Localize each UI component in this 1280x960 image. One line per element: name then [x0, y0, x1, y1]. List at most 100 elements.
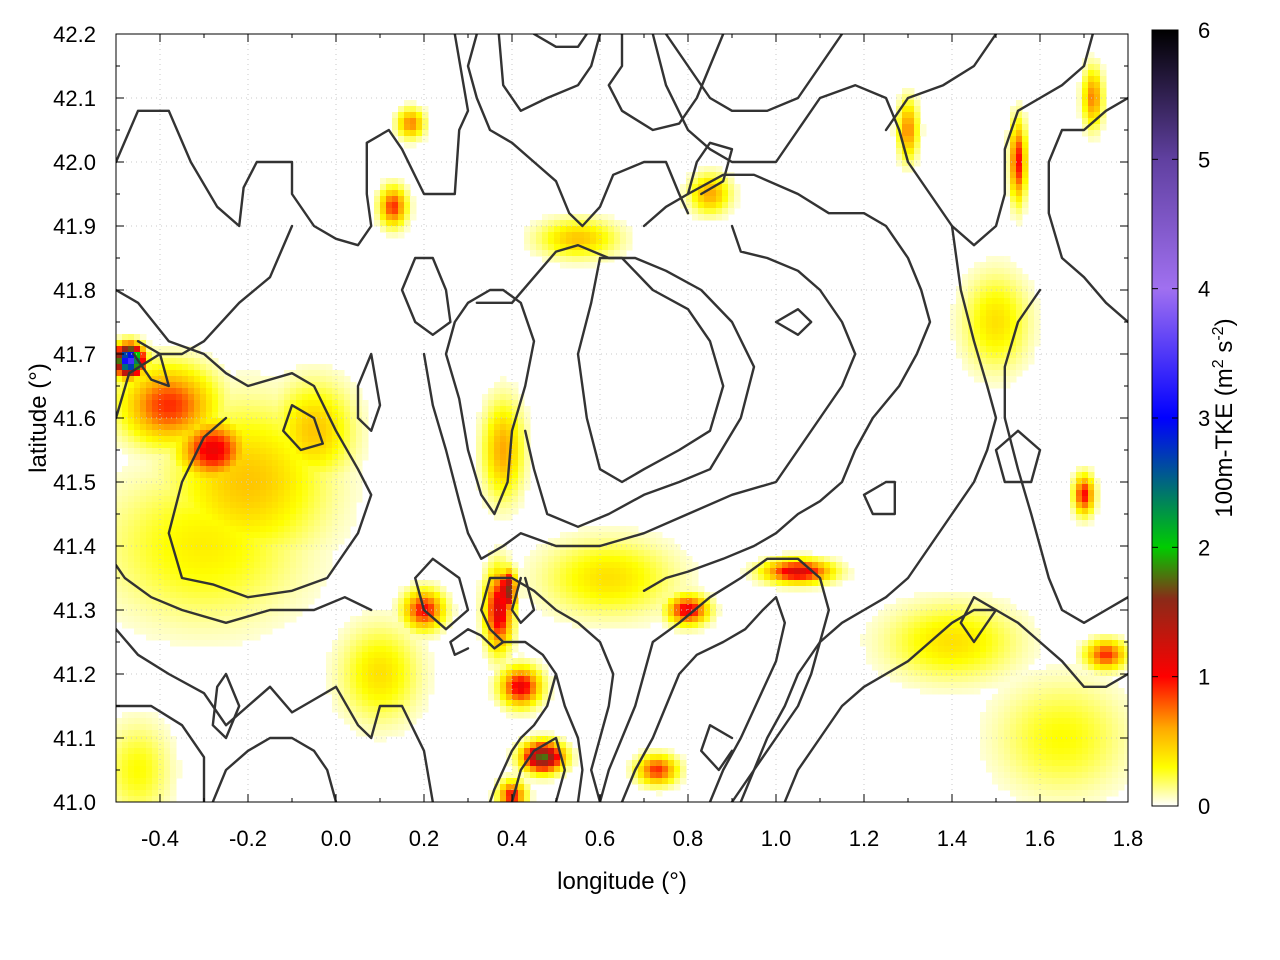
heat-cell: [878, 670, 885, 677]
heat-cell: [422, 670, 429, 677]
heat-cell: [230, 634, 237, 641]
heat-cell: [968, 364, 975, 371]
heat-cell: [398, 610, 405, 617]
heat-cell: [314, 406, 321, 413]
heat-cell: [176, 616, 183, 623]
heat-cell: [734, 196, 741, 203]
heat-cell: [386, 724, 393, 731]
heat-cell: [632, 760, 639, 767]
heat-cell: [542, 568, 549, 575]
heat-cell: [398, 646, 405, 653]
heat-cell: [170, 454, 177, 461]
heat-cell: [314, 466, 321, 473]
heat-cell: [266, 514, 273, 521]
heat-cell: [188, 502, 195, 509]
heat-cell: [302, 604, 309, 611]
heat-cell: [572, 622, 579, 629]
heat-cell: [434, 634, 441, 641]
heat-cell: [146, 712, 153, 719]
heat-cell: [410, 208, 417, 215]
heat-cell: [812, 574, 819, 581]
heat-cell: [428, 598, 435, 605]
heat-cell: [1010, 754, 1017, 761]
heat-cell: [218, 394, 225, 401]
heat-cell: [410, 118, 417, 125]
heat-cell: [314, 382, 321, 389]
heat-cell: [1010, 736, 1017, 743]
heat-cell: [956, 670, 963, 677]
heat-cell: [152, 526, 159, 533]
heat-cell: [998, 718, 1005, 725]
heat-cell: [578, 616, 585, 623]
heat-cell: [944, 646, 951, 653]
heat-cell: [122, 586, 129, 593]
heat-cell: [296, 436, 303, 443]
heat-cell: [998, 652, 1005, 659]
heat-cell: [1058, 736, 1065, 743]
heat-cell: [1070, 742, 1077, 749]
heat-cell: [944, 622, 951, 629]
heat-cell: [1016, 670, 1023, 677]
heat-cell: [170, 430, 177, 437]
heat-cell: [374, 664, 381, 671]
heat-cell: [1076, 772, 1083, 779]
heat-cell: [290, 568, 297, 575]
heat-cell: [302, 454, 309, 461]
heat-cell: [584, 622, 591, 629]
heat-cell: [338, 394, 345, 401]
heat-cell: [728, 178, 735, 185]
heat-cell: [476, 634, 483, 641]
heat-cell: [950, 592, 957, 599]
heat-cell: [218, 568, 225, 575]
heat-cell: [572, 562, 579, 569]
heat-cell: [506, 712, 513, 719]
heat-cell: [914, 592, 921, 599]
heat-cell: [272, 466, 279, 473]
heat-cell: [692, 208, 699, 215]
heat-cell: [1004, 598, 1011, 605]
heat-cell: [950, 316, 957, 323]
heat-cell: [686, 562, 693, 569]
heat-cell: [1016, 292, 1023, 299]
heat-cell: [986, 610, 993, 617]
heat-cell: [320, 526, 327, 533]
heat-cell: [140, 334, 147, 341]
heat-cell: [194, 442, 201, 449]
heat-cell: [134, 556, 141, 563]
heat-cell: [1100, 772, 1107, 779]
heat-cell: [146, 370, 153, 377]
heat-cell: [176, 556, 183, 563]
heat-cell: [590, 214, 597, 221]
heat-cell: [818, 562, 825, 569]
heat-cell: [1082, 496, 1089, 503]
heat-cell: [686, 178, 693, 185]
heat-cell: [572, 580, 579, 587]
heat-cell: [272, 604, 279, 611]
heat-cell: [980, 682, 987, 689]
heat-cell: [182, 556, 189, 563]
heat-cell: [590, 238, 597, 245]
heat-cell: [518, 448, 525, 455]
heat-cell: [284, 586, 291, 593]
heat-cell: [902, 112, 909, 119]
heat-cell: [278, 502, 285, 509]
heat-cell: [356, 700, 363, 707]
heat-cell: [152, 574, 159, 581]
heat-cell: [224, 454, 231, 461]
heat-cell: [620, 238, 627, 245]
heat-cell: [1010, 772, 1017, 779]
heat-cell: [410, 142, 417, 149]
heat-cell: [800, 580, 807, 587]
heat-cell: [512, 670, 519, 677]
heat-cell: [206, 532, 213, 539]
heat-cell: [500, 592, 507, 599]
heat-cell: [362, 682, 369, 689]
heat-cell: [128, 394, 135, 401]
heat-cell: [194, 436, 201, 443]
heat-cell: [914, 148, 921, 155]
heat-cell: [602, 238, 609, 245]
heat-cell: [410, 700, 417, 707]
heat-cell: [266, 490, 273, 497]
heat-cell: [1094, 754, 1101, 761]
heat-cell: [134, 448, 141, 455]
